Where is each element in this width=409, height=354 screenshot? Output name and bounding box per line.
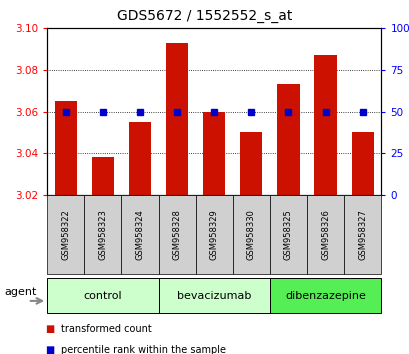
- Bar: [240, 132, 262, 195]
- Bar: [54, 101, 76, 195]
- Text: GSM958324: GSM958324: [135, 209, 144, 260]
- Text: GSM958330: GSM958330: [246, 209, 255, 260]
- Text: ■: ■: [45, 346, 54, 354]
- Text: ■: ■: [45, 324, 54, 334]
- Bar: [314, 55, 336, 195]
- Text: GDS5672 / 1552552_s_at: GDS5672 / 1552552_s_at: [117, 9, 292, 23]
- Bar: [351, 132, 373, 195]
- Text: dibenzazepine: dibenzazepine: [285, 291, 365, 301]
- Bar: [166, 43, 188, 195]
- Text: GSM958326: GSM958326: [320, 209, 329, 260]
- Bar: [202, 112, 225, 195]
- Text: GSM958325: GSM958325: [283, 209, 292, 260]
- Text: GSM958327: GSM958327: [357, 209, 366, 260]
- Text: GSM958329: GSM958329: [209, 209, 218, 260]
- Bar: [92, 157, 114, 195]
- Text: GSM958322: GSM958322: [61, 209, 70, 260]
- Text: transformed count: transformed count: [61, 324, 152, 334]
- Text: GSM958328: GSM958328: [172, 209, 181, 260]
- Text: GSM958323: GSM958323: [98, 209, 107, 260]
- Text: agent: agent: [4, 287, 36, 297]
- Text: bevacizumab: bevacizumab: [177, 291, 251, 301]
- Bar: [128, 122, 151, 195]
- Text: percentile rank within the sample: percentile rank within the sample: [61, 346, 226, 354]
- Bar: [276, 85, 299, 195]
- Text: control: control: [83, 291, 122, 301]
